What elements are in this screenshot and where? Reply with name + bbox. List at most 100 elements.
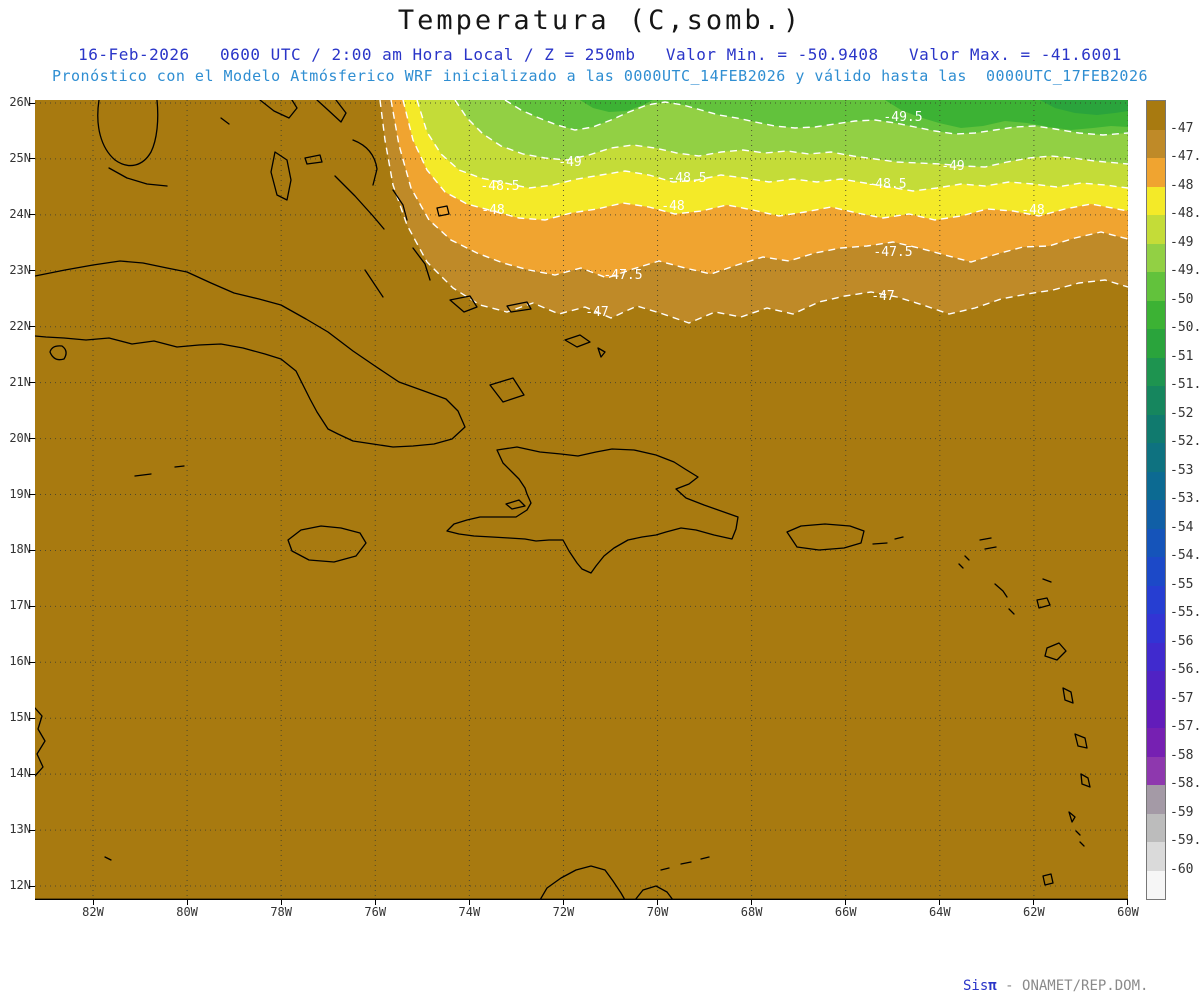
colorbar-label: -57.5 [1170, 719, 1200, 734]
colorbar-label: -60 [1170, 861, 1194, 877]
weather-map-svg: -49.5 -49 -49 -48.5 -48.5 -48.5 -48 -48 -48 -47.5… [35, 100, 1128, 900]
temperature-bands [380, 100, 1128, 323]
colorbar-segment [1147, 642, 1165, 671]
lat-label: 13N [9, 822, 31, 837]
lat-tick [29, 885, 35, 887]
colorbar-label: -56 [1170, 633, 1194, 649]
lat-label: 15N [9, 710, 31, 725]
coastline-juventud-caymans [49, 345, 185, 477]
lon-tick [186, 900, 188, 905]
coastline-puerto-rico [786, 523, 904, 551]
colorbar-segment [1147, 215, 1165, 244]
colorbar-segment [1147, 585, 1165, 614]
subtitle-datetime-minmax: 16-Feb-2026 0600 UTC / 2:00 am Hora Loca… [78, 45, 1122, 64]
coastline-south-america [104, 856, 710, 900]
lon-label: 66W [834, 905, 857, 919]
lat-label: 24N [9, 206, 31, 221]
colorbar-segment [1147, 699, 1165, 728]
colorbar-segment [1147, 870, 1165, 899]
contour-line [416, 100, 1128, 192]
page-title: Temperatura (C,somb.) [397, 5, 803, 36]
lon-tick [1127, 900, 1129, 905]
colorbar-label: -52 [1170, 405, 1194, 421]
lat-label: 25N [9, 150, 31, 165]
contour-label: -49 [558, 155, 581, 170]
contour-line [504, 100, 1128, 136]
lat-tick [29, 549, 35, 551]
lon-tick [374, 900, 376, 905]
colorbar-segment [1147, 728, 1165, 757]
contour-label: -49 [941, 159, 964, 174]
lon-label: 76W [364, 905, 387, 919]
contour-line [390, 100, 1128, 279]
lat-tick [29, 661, 35, 663]
lat-label: 12N [9, 878, 31, 893]
colorbar-segment [1147, 500, 1165, 529]
colorbar-segment [1147, 186, 1165, 215]
temp-band [1040, 100, 1128, 115]
contour-line [402, 100, 1128, 221]
colorbar-segment [1147, 842, 1165, 871]
lon-tick [939, 900, 941, 905]
lon-label: 64W [928, 905, 951, 919]
lon-label: 68W [740, 905, 763, 919]
colorbar-label: -55.5 [1170, 605, 1200, 620]
colorbar-label: -53 [1170, 462, 1194, 478]
colorbar-segment [1147, 243, 1165, 272]
contour-label: -48 [1021, 203, 1044, 218]
lat-tick [29, 326, 35, 328]
colorbar-segment [1147, 158, 1165, 187]
temp-band [580, 100, 653, 112]
lon-tick [92, 900, 94, 905]
colorbar-segment [1147, 785, 1165, 814]
lon-label: 80W [176, 905, 198, 919]
map-area: -49.5 -49 -49 -48.5 -48.5 -48.5 -48 -48 -48 -47.5… [35, 100, 1157, 996]
colorbar-label: -48 [1170, 177, 1194, 193]
coastline-jamaica [287, 525, 367, 563]
lat-tick [29, 773, 35, 775]
colorbar-segment [1147, 528, 1165, 557]
contour-label: -47.5 [873, 245, 912, 260]
colorbar-segment [1147, 471, 1165, 500]
lon-tick [280, 900, 282, 905]
lat-tick [29, 102, 35, 104]
lon-tick [657, 900, 659, 905]
subtitle-model-info: Pronóstico con el Modelo Atmósferico WRF… [51, 67, 1149, 85]
colorbar-segment [1147, 671, 1165, 700]
contour-label: -47 [871, 289, 894, 304]
colorbar-label: -50 [1170, 291, 1194, 307]
lon-tick [751, 900, 753, 905]
lon-label: 70W [646, 905, 669, 919]
colorbar-label: -54.5 [1170, 548, 1200, 563]
contour-label: -48 [481, 203, 504, 218]
colorbar-label: -53.5 [1170, 491, 1200, 506]
contour-line [379, 100, 1128, 324]
colorbar-label: -59.5 [1170, 833, 1200, 848]
colorbar-segment [1147, 357, 1165, 386]
colorbar-segment [1147, 756, 1165, 785]
lat-label: 19N [9, 486, 31, 501]
coastline-florida [97, 100, 168, 187]
colorbar-segment [1147, 300, 1165, 329]
contour-lines [379, 100, 1128, 324]
contour-label: -49.5 [883, 110, 922, 125]
lon-tick [562, 900, 564, 905]
lon-label: 72W [552, 905, 575, 919]
lat-tick [29, 829, 35, 831]
coastlines [35, 100, 1091, 900]
credit-box: Sisπ - ONAMET/REP.DOM. [955, 976, 1157, 996]
lat-label: 20N [9, 430, 31, 445]
lon-tick [1033, 900, 1035, 905]
coastline-hispaniola [446, 446, 739, 574]
lat-label: 23N [9, 262, 31, 277]
lat-tick [29, 214, 35, 216]
colorbar-segment [1147, 101, 1165, 130]
colorbar-label: -57 [1170, 690, 1194, 706]
colorbar-label: -47 [1170, 120, 1194, 136]
colorbar-label: -51.5 [1170, 377, 1200, 392]
colorbar-label: -51 [1170, 348, 1194, 364]
lat-tick [29, 605, 35, 607]
colorbar-label: -56.5 [1170, 662, 1200, 677]
contour-label: -48 [661, 199, 684, 214]
coastline-lesser-antilles [958, 537, 1091, 886]
